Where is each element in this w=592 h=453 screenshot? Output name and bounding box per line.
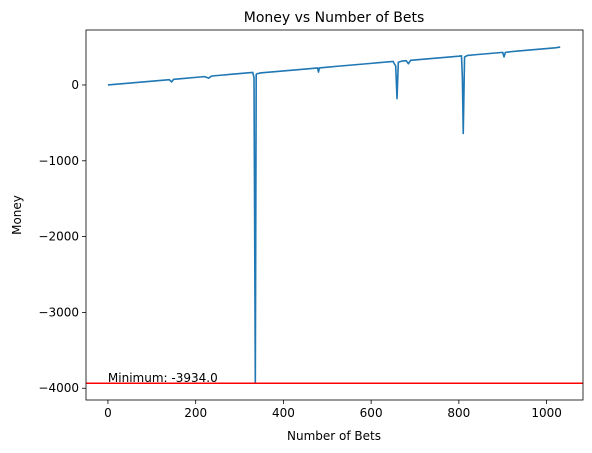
x-tick-label: 800 — [447, 406, 470, 420]
minimum-annotation: Minimum: -3934.0 — [108, 371, 218, 385]
x-tick-label: 400 — [272, 406, 295, 420]
x-tick-label: 600 — [360, 406, 383, 420]
x-axis-label: Number of Bets — [287, 429, 381, 443]
x-axis: 0 200 400 600 800 1000 — [104, 400, 562, 420]
y-tick-label: −2000 — [38, 230, 79, 244]
y-tick-label: −4000 — [38, 381, 79, 395]
series-line-0 — [107, 46, 561, 385]
x-tick-label: 1000 — [531, 406, 562, 420]
y-tick-label: 0 — [71, 78, 79, 92]
x-tick-label: 200 — [184, 406, 207, 420]
chart-title: Money vs Number of Bets — [244, 10, 425, 26]
y-tick-label: −3000 — [38, 305, 79, 319]
y-axis: −4000 −3000 −2000 −1000 0 — [38, 78, 86, 395]
y-axis-label: Money — [10, 195, 24, 235]
plot-area: Minimum: -3934.0 — [85, 29, 584, 401]
plot-frame — [85, 29, 584, 401]
x-tick-label: 0 — [104, 406, 112, 420]
y-tick-label: −1000 — [38, 154, 79, 168]
